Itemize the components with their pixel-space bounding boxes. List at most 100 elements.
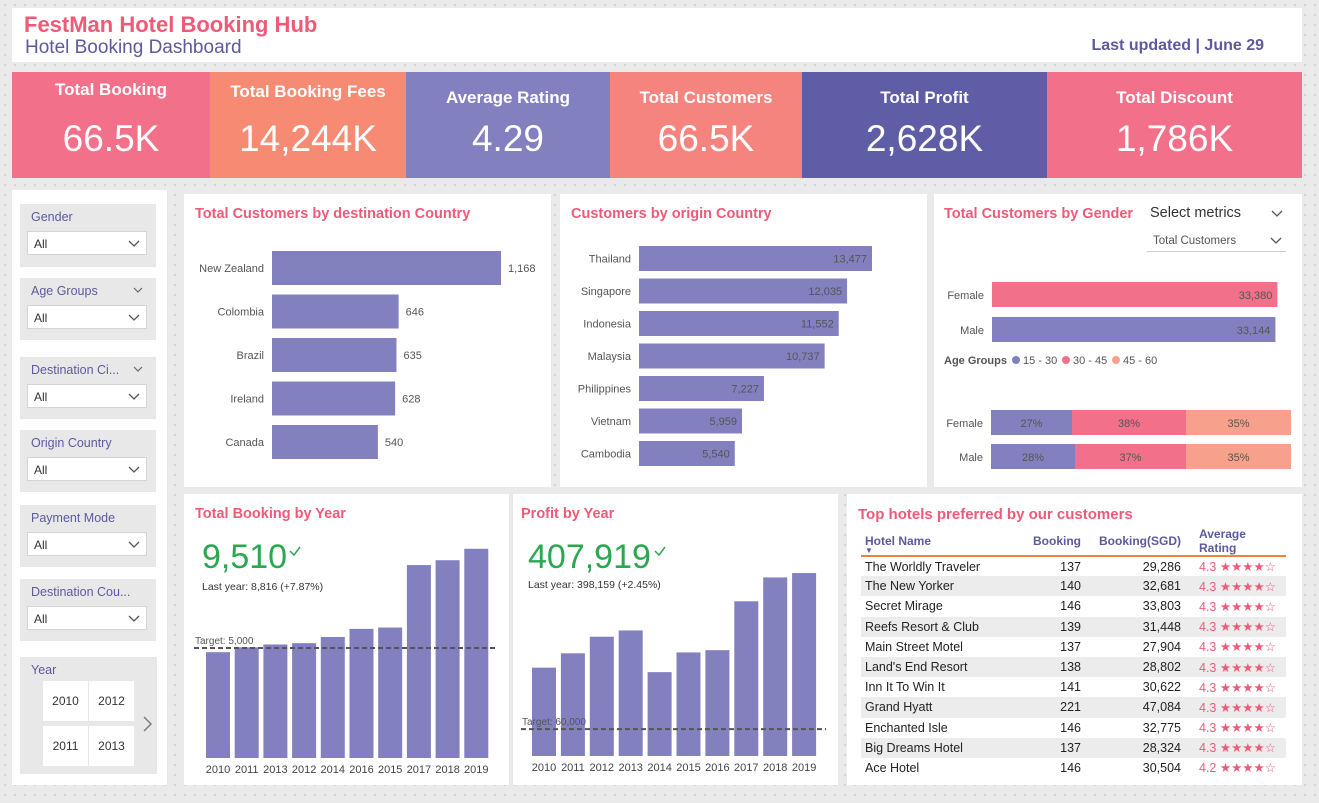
year-option-2010[interactable]: 2010 — [43, 681, 88, 721]
category-label: Cambodia — [581, 449, 632, 461]
x-tick-label: 2011 — [235, 764, 259, 776]
kpi-average-rating: Average Rating 4.29 — [406, 72, 610, 178]
bar — [292, 643, 317, 758]
age-groups-slicer[interactable]: Age Groups All — [20, 278, 156, 340]
slicer-value: All — [34, 311, 48, 325]
category-label: Male — [959, 452, 983, 464]
category-label: Brazil — [236, 350, 264, 362]
origin-country-dropdown[interactable]: All — [27, 457, 147, 481]
data-label: 7,227 — [731, 384, 759, 396]
slicer-value: All — [34, 612, 48, 626]
table-row[interactable]: Reefs Resort & Club 139 31,448 4.3 ★★★★☆ — [861, 616, 1286, 637]
slicer-value: All — [34, 463, 48, 477]
data-label: 11,552 — [801, 319, 834, 331]
destination-city-dropdown[interactable]: All — [27, 384, 147, 408]
age-groups-dropdown[interactable]: All — [27, 305, 147, 329]
checkmark-icon — [654, 546, 666, 557]
kpi-title: Total Profit — [880, 88, 969, 107]
category-label: Thailand — [589, 254, 631, 266]
booking-sgd-cell: 30,504 — [1142, 760, 1181, 775]
data-label: 628 — [402, 394, 420, 406]
table-row[interactable]: Inn It To Win It 141 30,622 4.3 ★★★★☆ — [861, 677, 1286, 697]
rating-value: 4.3 — [1199, 579, 1217, 594]
column-header-booking-sgd[interactable]: Booking(SGD) — [1085, 527, 1185, 557]
table-row[interactable]: Main Street Motel 137 27,904 4.3 ★★★★☆ — [861, 637, 1286, 657]
chevron-down-icon[interactable] — [1270, 206, 1284, 220]
kpi-value: 66.5K — [62, 118, 160, 159]
bar — [378, 627, 403, 758]
chevron-down-icon — [128, 541, 140, 548]
category-label: Colombia — [218, 307, 265, 319]
hotel-name-cell: Main Street Motel — [865, 639, 963, 654]
metrics-value: Total Customers — [1153, 235, 1237, 247]
bar — [647, 672, 672, 756]
kpi-total-booking-fees: Total Booking Fees 14,244K — [210, 72, 406, 178]
kpi-value: 2,628K — [865, 118, 984, 159]
bar — [639, 311, 839, 336]
table-row[interactable]: Land's End Resort 138 28,802 4.3 ★★★★☆ — [861, 656, 1286, 678]
booking-sgd-cell: 30,622 — [1142, 680, 1181, 695]
x-tick-label: 2013 — [263, 764, 287, 776]
origin-country-slicer[interactable]: Origin Country All — [20, 430, 156, 492]
slicer-title: Destination Cou... — [31, 585, 131, 599]
table-row[interactable]: Enchanted Isle 146 32,775 4.3 ★★★★☆ — [861, 718, 1286, 738]
legend-label: 15 - 30 — [1023, 355, 1057, 367]
column-header-booking[interactable]: Booking — [1027, 527, 1085, 557]
rating-cell: 4.3 ★★★★☆ — [1185, 637, 1286, 657]
table-row[interactable]: The New Yorker 140 32,681 4.3 ★★★★☆ — [861, 576, 1286, 597]
destination-country-dropdown[interactable]: All — [27, 606, 147, 630]
segment-label: 37% — [1119, 452, 1141, 464]
column-header-hotel-name[interactable]: Hotel Name ▼ — [861, 527, 1027, 557]
gender-dropdown[interactable]: All — [27, 231, 147, 255]
slicer-title: Year — [31, 663, 57, 677]
year-option-2012[interactable]: 2012 — [89, 681, 134, 721]
x-tick-label: 2011 — [561, 762, 585, 774]
hotel-name-cell: Grand Hyatt — [861, 697, 1027, 718]
chevron-down-icon[interactable] — [132, 284, 144, 296]
destination-bar-chart: New Zealand 1,168 Colombia 646 Brazil 635 Irel… — [199, 251, 536, 459]
table-row[interactable]: Grand Hyatt 221 47,084 4.3 ★★★★☆ — [861, 697, 1286, 718]
bar — [349, 628, 374, 758]
bar — [263, 644, 288, 758]
table-row[interactable]: Secret Mirage 146 33,803 4.3 ★★★★☆ — [861, 596, 1286, 616]
chevron-down-icon[interactable] — [132, 363, 144, 375]
legend-label: 30 - 45 — [1073, 355, 1107, 367]
chevron-down-icon — [128, 466, 140, 473]
table-row[interactable]: The Worldly Traveler 137 29,286 4.3 ★★★★☆ — [861, 556, 1286, 576]
booking-sgd-cell: 32,775 — [1142, 720, 1181, 735]
data-label: 5,959 — [709, 416, 737, 428]
kpi-value: 1,786K — [1115, 118, 1234, 159]
column-header-average-rating[interactable]: Average Rating — [1185, 527, 1286, 557]
chevron-right-icon[interactable] — [141, 714, 153, 734]
slicer-title: Destination Ci... — [31, 363, 120, 377]
payment-mode-dropdown[interactable]: All — [27, 532, 147, 556]
booking-cell: 139 — [1027, 616, 1085, 637]
slicer-value: All — [34, 390, 48, 404]
payment-mode-slicer[interactable]: Payment Mode All — [20, 505, 156, 567]
column-header-label: Hotel Name — [865, 534, 932, 548]
destination-country-slicer[interactable]: Destination Cou... All — [20, 579, 156, 641]
legend-marker — [1012, 356, 1020, 364]
kpi-value: 66.5K — [657, 118, 755, 159]
bar — [560, 653, 585, 756]
x-tick-label: 2012 — [590, 762, 614, 774]
gender-bar-chart: Female 33,380 Male 33,144 Age Groups 15 - 30 3… — [944, 282, 1291, 469]
rating-value: 4.3 — [1199, 660, 1217, 675]
category-label: Ireland — [230, 394, 264, 406]
gender-slicer[interactable]: Gender All — [20, 204, 156, 267]
year-option-2011[interactable]: 2011 — [43, 726, 88, 766]
bar — [992, 282, 1278, 307]
table-row[interactable]: Ace Hotel 146 30,504 4.2 ★★★★☆ — [861, 758, 1286, 778]
last-year-label: Last year: 398,159 (+2.45%) — [528, 579, 661, 591]
metrics-dropdown[interactable]: Total Customers — [1147, 230, 1286, 252]
x-tick-label: 2013 — [618, 762, 642, 774]
booking-cell: 146 — [1060, 720, 1081, 735]
year-option-2013[interactable]: 2013 — [89, 726, 134, 766]
destination-city-slicer[interactable]: Destination Ci... All — [20, 357, 156, 419]
bar — [532, 667, 556, 756]
bar — [705, 650, 730, 756]
table-row[interactable]: Big Dreams Hotel 137 28,324 4.3 ★★★★☆ — [861, 737, 1286, 758]
hotel-name-cell: Reefs Resort & Club — [861, 616, 1027, 637]
dashboard-subtitle: Hotel Booking Dashboard — [25, 37, 242, 58]
last-updated-label: Last updated | June 29 — [1091, 37, 1264, 54]
